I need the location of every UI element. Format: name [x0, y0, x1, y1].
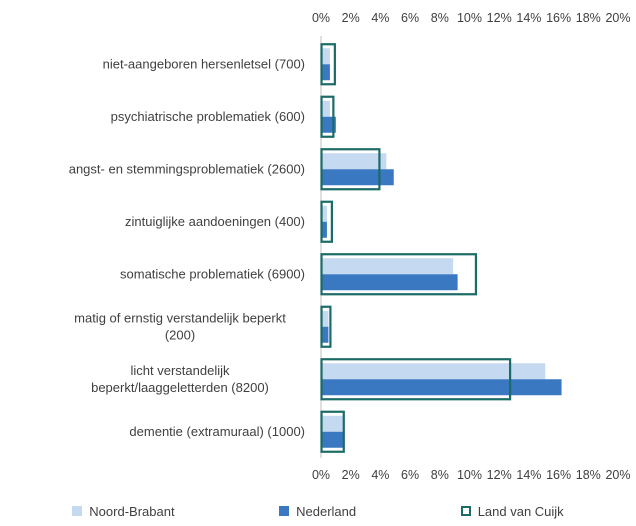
legend-swatch-noord-brabant: [72, 506, 83, 516]
bar-land-van-cuijk: [320, 43, 336, 86]
legend-label-nederland: Nederland: [296, 503, 357, 519]
bar-noord-brabant: [321, 100, 330, 117]
category-label: licht verstandelijk: [131, 363, 230, 378]
bar-nederland: [321, 169, 394, 186]
x-tick-label-top: 6%: [401, 11, 419, 25]
legend-item-nederland: Nederland: [279, 504, 356, 519]
category-label: matig of ernstig verstandelijk beperkt: [74, 310, 286, 325]
bar-noord-brabant: [321, 205, 327, 222]
legend-label-land-van-cuijk: Land van Cuijk: [477, 503, 564, 519]
bar-nederland: [321, 64, 330, 81]
x-tick-label-bottom: 8%: [431, 468, 449, 482]
bar-land-van-cuijk: [320, 358, 512, 401]
bar-land-van-cuijk: [320, 410, 345, 453]
bar-noord-brabant: [321, 258, 454, 275]
bar-noord-brabant: [321, 310, 329, 327]
category-label: (200): [165, 327, 195, 342]
x-tick-label-top: 14%: [516, 11, 541, 25]
category-label: angst- en stemmingsproblematiek (2600): [69, 161, 305, 176]
bar-nederland: [321, 116, 336, 133]
x-tick-label-top: 10%: [457, 11, 482, 25]
bar-land-van-cuijk: [320, 200, 333, 243]
x-tick-label-bottom: 4%: [371, 468, 389, 482]
bar-nederland: [321, 274, 458, 291]
category-label: somatische problematiek (6900): [120, 266, 305, 281]
bar-noord-brabant: [321, 153, 387, 170]
bar-land-van-cuijk: [320, 253, 478, 296]
legend-label-noord-brabant: Noord-Brabant: [89, 503, 175, 519]
bar-noord-brabant: [321, 363, 546, 380]
category-label: beperkt/laaggeletterden (8200): [91, 380, 269, 395]
x-tick-label-top: 0%: [312, 11, 330, 25]
bar-land-van-cuijk: [320, 148, 381, 191]
legend-item-land-van-cuijk: Land van Cuijk: [460, 503, 564, 519]
legend-item-noord-brabant: Noord-Brabant: [72, 503, 175, 519]
x-tick-label-top: 12%: [487, 11, 512, 25]
category-label: niet-aangeboren hersenletsel (700): [103, 56, 305, 71]
legend-swatch-land-van-cuijk: [460, 506, 471, 516]
bar-noord-brabant: [321, 415, 344, 432]
category-label: dementie (extramuraal) (1000): [129, 424, 305, 439]
x-tick-label-bottom: 12%: [487, 468, 512, 482]
bar-nederland: [321, 431, 344, 448]
category-label: psychiatrische problematiek (600): [111, 109, 305, 124]
x-tick-label-bottom: 2%: [342, 468, 360, 482]
x-tick-label-top: 20%: [605, 11, 630, 25]
bar-nederland: [321, 379, 562, 396]
legend: Noord-Brabant Nederland Land van Cuijk: [0, 500, 636, 522]
bar-nederland: [321, 221, 327, 238]
bar-land-van-cuijk: [320, 305, 332, 348]
x-tick-label-top: 8%: [431, 11, 449, 25]
x-tick-label-bottom: 6%: [401, 468, 419, 482]
x-tick-label-top: 18%: [576, 11, 601, 25]
x-tick-label-bottom: 18%: [576, 468, 601, 482]
x-tick-label-top: 2%: [342, 11, 360, 25]
x-tick-label-top: 16%: [546, 11, 571, 25]
x-tick-label-bottom: 10%: [457, 468, 482, 482]
x-tick-label-bottom: 16%: [546, 468, 571, 482]
x-tick-label-bottom: 20%: [605, 468, 630, 482]
x-tick-label-top: 4%: [371, 11, 389, 25]
x-tick-label-bottom: 14%: [516, 468, 541, 482]
x-tick-label-bottom: 0%: [312, 468, 330, 482]
category-label: zintuiglijke aandoeningen (400): [125, 214, 305, 229]
bar-land-van-cuijk: [320, 95, 335, 138]
bar-noord-brabant: [321, 48, 330, 65]
bar-nederland: [321, 326, 329, 343]
bar-chart: 0% 0% 2% 2% 4% 4% 6% 6% 8% 8% 10% 10% 12% 12% 14% 14% 16…: [69, 11, 631, 482]
legend-swatch-nederland: [279, 506, 290, 516]
